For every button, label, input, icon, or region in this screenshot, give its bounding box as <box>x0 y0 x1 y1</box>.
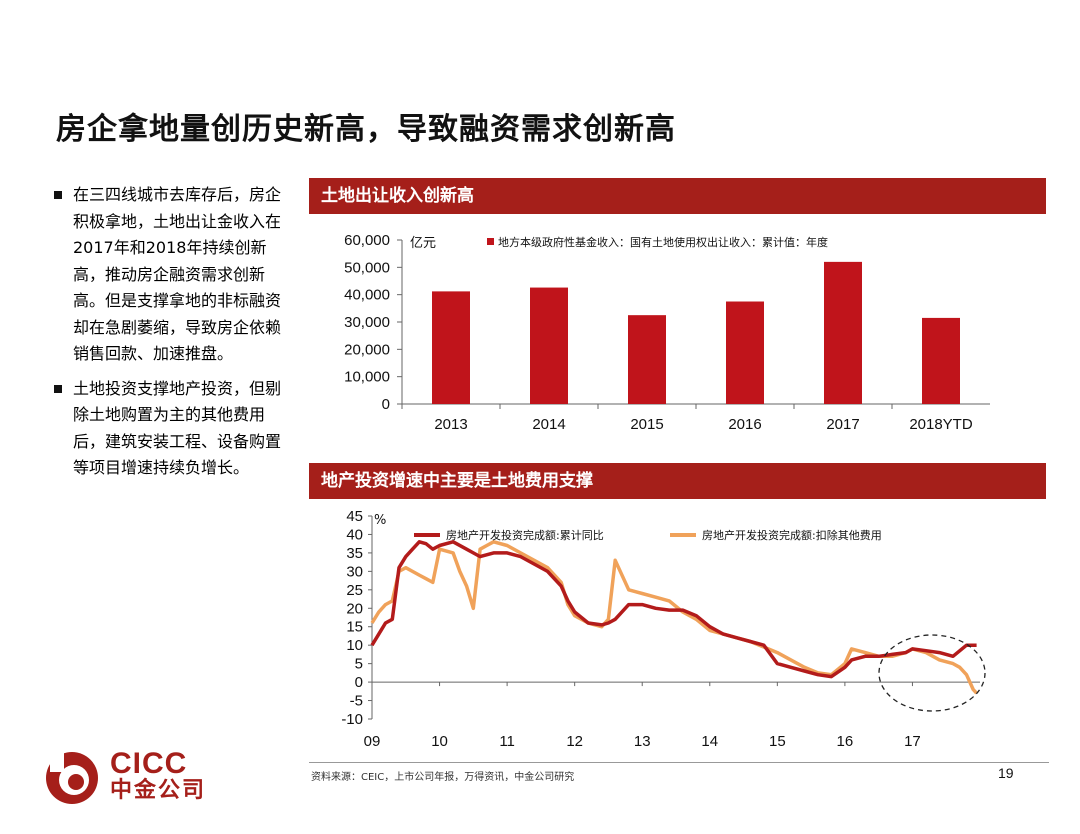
bar <box>922 317 960 404</box>
bar <box>824 261 862 404</box>
y-tick-label: 20,000 <box>344 341 390 358</box>
y-tick-label: 30,000 <box>344 314 390 331</box>
bar <box>628 315 666 404</box>
bullet-item: 在三四线城市去库存后，房企积极拿地，土地出让金收入在2017年和2018年持续创… <box>54 182 294 368</box>
x-tick-label: 2017 <box>826 416 859 433</box>
y-tick-label: 40,000 <box>344 287 390 304</box>
x-tick-label: 14 <box>701 733 718 750</box>
bar <box>432 291 470 404</box>
bullet-text: 在三四线城市去库存后，房企积极拿地，土地出让金收入在2017年和2018年持续创… <box>73 185 282 363</box>
logo-text-en: CICC <box>110 747 188 780</box>
legend-label: 房地产开发投资完成额:扣除其他费用 <box>702 528 882 542</box>
x-tick-label: 17 <box>904 733 921 750</box>
land-revenue-panel-header: 土地出让收入创新高 <box>309 178 1046 214</box>
logo-text-zh: 中金公司 <box>110 778 207 803</box>
y-tick-label: 10,000 <box>344 369 390 386</box>
series-line <box>370 540 978 695</box>
y-tick-label: 30 <box>346 563 363 580</box>
land-revenue-bar-chart: 0 10,000 20,000 30,000 40,000 50,000 60,000 亿元 2… <box>344 232 990 433</box>
y-unit-label: 亿元 <box>410 236 436 251</box>
y-tick-label: 40 <box>346 526 363 543</box>
bar <box>530 287 568 404</box>
footer-divider <box>309 762 1049 763</box>
x-tick-label: 2014 <box>532 416 565 433</box>
x-tick-label: 2016 <box>728 416 761 433</box>
y-tick-label: 50,000 <box>344 259 390 276</box>
y-tick-label: 25 <box>346 582 363 599</box>
y-unit-label: % <box>374 513 386 528</box>
page-number: 19 <box>998 765 1014 781</box>
y-tick-label: 60,000 <box>344 232 390 249</box>
cicc-emblem-icon <box>46 750 98 804</box>
legend-swatch <box>487 238 494 245</box>
y-tick-label: 0 <box>382 396 390 413</box>
x-tick-label: 10 <box>431 733 448 750</box>
investment-panel-header: 地产投资增速中主要是土地费用支撑 <box>309 463 1046 499</box>
cicc-logo: CICC 中金公司 <box>40 748 210 808</box>
bar <box>726 301 764 404</box>
slide-title: 房企拿地量创历史新高，导致融资需求创新高 <box>56 112 676 147</box>
y-tick-label: 5 <box>355 656 363 673</box>
x-tick-label: 09 <box>364 733 381 750</box>
square-bullet-icon <box>54 384 62 393</box>
y-tick-label: -10 <box>341 711 363 728</box>
y-tick-label: 10 <box>346 637 363 654</box>
bullet-list: 在三四线城市去库存后，房企积极拿地，土地出让金收入在2017年和2018年持续创… <box>54 182 294 490</box>
x-tick-label: 13 <box>634 733 651 750</box>
y-tick-label: 15 <box>346 619 363 636</box>
y-tick-label: 20 <box>346 600 363 617</box>
x-tick-label: 12 <box>566 733 583 750</box>
series-line <box>370 540 977 679</box>
y-tick-label: 45 <box>346 508 363 525</box>
footer-source: 资料来源：CEIC，上市公司年报，万得资讯，中金公司研究 <box>311 772 575 783</box>
legend-label: 地方本级政府性基金收入：国有土地使用权出让收入：累计值：年度 <box>498 235 828 249</box>
x-tick-label: 15 <box>769 733 786 750</box>
x-tick-label: 16 <box>837 733 854 750</box>
x-tick-label: 2013 <box>434 416 467 433</box>
legend-label: 房地产开发投资完成额:累计同比 <box>446 528 604 542</box>
y-tick-label: -5 <box>350 693 363 710</box>
x-tick-label: 11 <box>499 733 515 750</box>
bullet-item: 土地投资支撑地产投资，但剔除土地购置为主的其他费用后，建筑安装工程、设备购置等项… <box>54 376 294 482</box>
square-bullet-icon <box>54 191 62 199</box>
x-tick-label: 2018YTD <box>909 416 973 433</box>
bullet-text: 土地投资支撑地产投资，但剔除土地购置为主的其他费用后，建筑安装工程、设备购置等项… <box>73 378 282 478</box>
x-tick-label: 2015 <box>630 416 663 433</box>
y-tick-label: 0 <box>355 674 363 691</box>
y-tick-label: 35 <box>346 545 363 562</box>
highlight-ellipse <box>878 634 986 712</box>
